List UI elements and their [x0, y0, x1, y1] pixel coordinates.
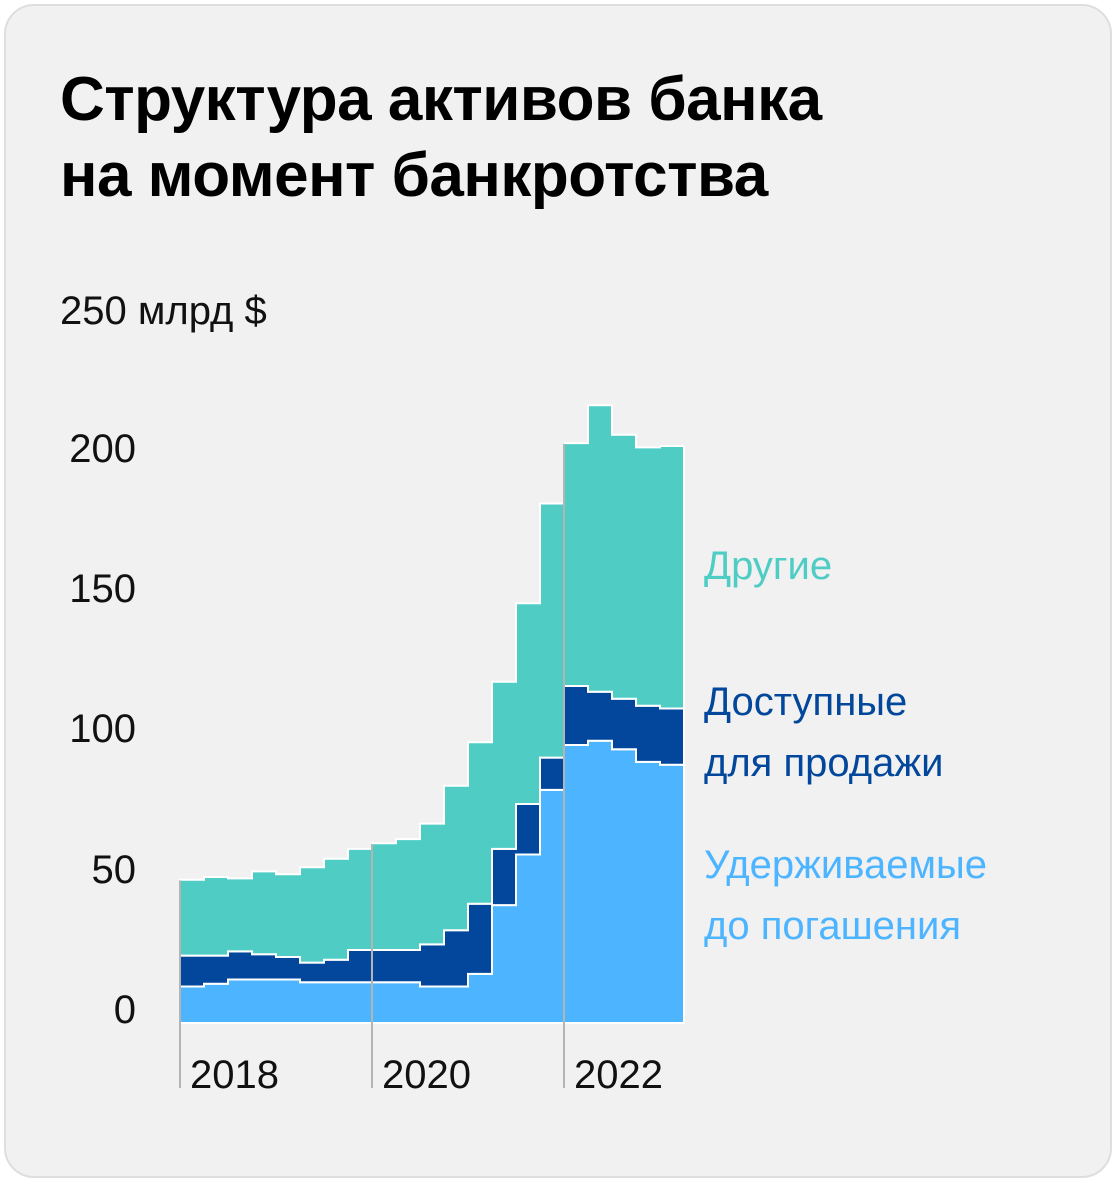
title-line-1: Структура активов банка	[60, 65, 822, 134]
series-label-held-to-maturity-line-1: Удерживаемые	[704, 843, 987, 887]
y-tick-label-100: 100	[69, 707, 136, 751]
series-labels: Другие Доступные для продажи Удерживаемые до…	[704, 544, 987, 948]
series-label-held-to-maturity: Удерживаемые до погашения	[704, 843, 987, 948]
chart-title: Структура активов банка на момент банкро…	[60, 62, 1060, 214]
title-line-2: на момент банкротства	[60, 141, 768, 210]
y-tick-label-200: 200	[69, 427, 136, 471]
x-axis: 2018 2020 2022	[179, 443, 663, 1097]
series-label-other-line-1: Другие	[704, 544, 832, 588]
y-tick-label-0: 0	[114, 988, 136, 1032]
x-tick-label-2020: 2020	[382, 1053, 471, 1097]
y-tick-label-250: 250 млрд $	[60, 289, 267, 333]
y-tick-label-150: 150	[69, 567, 136, 611]
x-tick-label-2022: 2022	[574, 1053, 663, 1097]
y-tick-label-50: 50	[92, 848, 137, 892]
series-label-held-to-maturity-line-2: до погашения	[704, 904, 961, 948]
series-label-available-for-sale-line-1: Доступные	[704, 680, 907, 724]
series-label-available-for-sale-line-2: для продажи	[704, 741, 943, 785]
series-areas	[179, 404, 685, 1024]
series-other-area	[179, 404, 685, 964]
y-axis: 0 50 100 150 200 250 млрд $	[60, 289, 267, 1032]
series-label-available-for-sale: Доступные для продажи	[704, 680, 943, 785]
x-tick-label-2018: 2018	[190, 1053, 279, 1097]
series-label-other: Другие	[704, 544, 832, 588]
